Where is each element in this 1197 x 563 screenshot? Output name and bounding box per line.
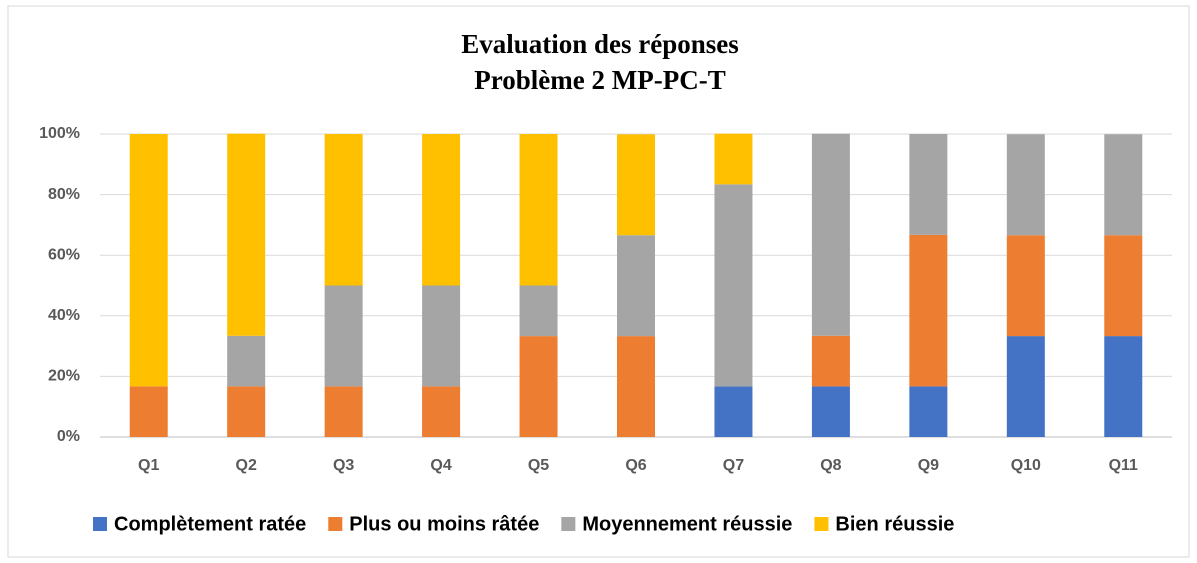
y-tick-label: 100% bbox=[39, 125, 80, 142]
bar-segment bbox=[1006, 134, 1045, 236]
y-tick-label: 20% bbox=[48, 368, 80, 385]
chart-frame bbox=[7, 5, 1190, 558]
bar-segment bbox=[227, 133, 266, 336]
x-tick-label: Q2 bbox=[236, 457, 257, 474]
x-tick-label: Q3 bbox=[333, 457, 354, 474]
bar-segment bbox=[324, 134, 363, 286]
bar-segment bbox=[1006, 336, 1045, 437]
chart-title: Evaluation des réponses bbox=[461, 29, 739, 59]
bar-segment bbox=[422, 386, 461, 437]
legend-label: Moyennement réussie bbox=[582, 513, 792, 535]
x-tick-label: Q1 bbox=[138, 457, 159, 474]
legend-swatch bbox=[328, 517, 343, 531]
x-tick-label: Q8 bbox=[820, 457, 841, 474]
x-tick-label: Q4 bbox=[430, 457, 451, 474]
x-tick-label: Q11 bbox=[1109, 457, 1138, 474]
bar-segment bbox=[714, 386, 753, 437]
bar-segment bbox=[617, 134, 655, 236]
y-tick-label: 40% bbox=[48, 307, 80, 324]
bar-segment bbox=[1006, 235, 1045, 337]
x-tick-label: Q5 bbox=[528, 457, 549, 474]
legend-label: Plus ou moins râtée bbox=[349, 513, 539, 535]
bar-segment bbox=[129, 134, 168, 387]
y-tick-label: 60% bbox=[48, 246, 80, 263]
bar-segment bbox=[617, 235, 655, 337]
bar-segment bbox=[129, 386, 168, 437]
bar-segment bbox=[422, 134, 461, 286]
y-tick-label: 0% bbox=[57, 428, 80, 445]
x-tick-label: Q10 bbox=[1011, 457, 1041, 474]
x-tick-label: Q7 bbox=[723, 457, 744, 474]
bar-segment bbox=[909, 134, 948, 235]
legend-swatch bbox=[814, 517, 829, 531]
y-tick-label: 80% bbox=[48, 186, 80, 203]
bar-segment bbox=[811, 133, 850, 336]
bar-segment bbox=[909, 386, 948, 437]
bar-segment bbox=[811, 335, 850, 387]
bar-segment bbox=[324, 285, 363, 387]
legend-swatch bbox=[93, 517, 107, 531]
bar-segment bbox=[519, 134, 558, 286]
bar-segment bbox=[1104, 134, 1143, 236]
bar-segment bbox=[714, 133, 753, 185]
bar-segment bbox=[422, 285, 461, 387]
bar-segment bbox=[227, 335, 266, 387]
x-tick-label: Q6 bbox=[625, 457, 646, 474]
chart-subtitle: Problème 2 MP-PC-T bbox=[474, 65, 725, 95]
bar-segment bbox=[519, 336, 558, 437]
bar-segment bbox=[1104, 235, 1143, 337]
bar-segment bbox=[519, 285, 558, 337]
legend-swatch bbox=[561, 517, 576, 531]
bar-segment bbox=[811, 386, 850, 437]
bar-segment bbox=[227, 386, 266, 437]
x-tick-label: Q9 bbox=[918, 457, 939, 474]
bar-segment bbox=[714, 184, 753, 387]
legend-label: Bien réussie bbox=[835, 513, 954, 535]
legend-label: Complètement ratée bbox=[114, 513, 306, 535]
bar-segment bbox=[324, 386, 363, 437]
bar-segment bbox=[909, 234, 948, 387]
bar-segment bbox=[1104, 336, 1143, 437]
bar-segment bbox=[617, 336, 655, 437]
